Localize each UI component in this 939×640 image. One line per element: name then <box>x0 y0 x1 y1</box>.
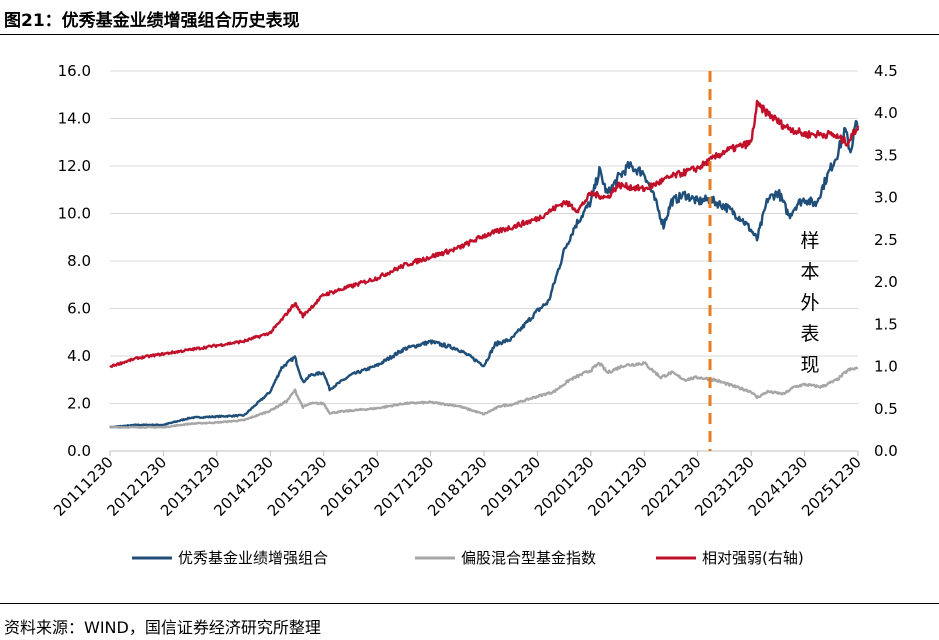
right-tick-label: 0.0 <box>874 442 898 460</box>
right-tick-label: 2.0 <box>874 273 898 291</box>
source-note: 资料来源：WIND，国信证券经济研究所整理 <box>4 618 321 637</box>
x-axis: 2011123020121230201312302014123020151230… <box>50 450 865 520</box>
bottom-rule <box>0 603 939 604</box>
right-tick-label: 4.0 <box>874 104 898 122</box>
right-tick-label: 3.0 <box>874 189 898 207</box>
left-tick-label: 16.0 <box>58 62 91 80</box>
annotation-char: 表 <box>800 323 819 345</box>
series-line <box>109 99 860 369</box>
left-tick-label: 4.0 <box>67 347 91 365</box>
left-axis-ticks: 0.0 2.0 4.0 6.0 8.0 10.0 12.0 14.0 16.0 <box>58 62 91 460</box>
right-axis-ticks: 0.0 0.5 1.0 1.5 2.0 2.5 3.0 3.5 4.0 4.5 <box>874 62 898 460</box>
legend: 优秀基金业绩增强组合 偏股混合型基金指数 相对强弱(右轴) <box>132 549 804 567</box>
figure-title: 图21：优秀基金业绩增强组合历史表现 <box>4 11 300 31</box>
legend-label: 优秀基金业绩增强组合 <box>178 549 328 567</box>
annotation-char: 本 <box>800 261 819 283</box>
annotation-char: 现 <box>800 354 819 376</box>
left-tick-label: 8.0 <box>67 252 91 270</box>
left-tick-label: 12.0 <box>58 157 91 175</box>
left-tick-label: 2.0 <box>67 395 91 413</box>
legend-label: 偏股混合型基金指数 <box>461 549 596 567</box>
right-tick-label: 3.5 <box>874 146 898 164</box>
gridlines <box>110 70 858 452</box>
top-rule <box>0 34 939 35</box>
annotation-char: 外 <box>800 292 819 314</box>
line-chart: 0.0 2.0 4.0 6.0 8.0 10.0 12.0 14.0 16.0 0.0 0.5 1.… <box>50 62 898 567</box>
series-layer <box>109 99 860 429</box>
left-tick-label: 6.0 <box>67 300 91 318</box>
right-tick-label: 1.5 <box>874 315 898 333</box>
left-tick-label: 14.0 <box>58 110 91 128</box>
right-tick-label: 0.5 <box>874 400 898 418</box>
legend-label: 相对强弱(右轴) <box>702 549 804 567</box>
right-tick-label: 4.5 <box>874 62 898 80</box>
left-tick-label: 0.0 <box>67 442 91 460</box>
left-tick-label: 10.0 <box>58 205 91 223</box>
series-line <box>109 119 860 429</box>
right-tick-label: 1.0 <box>874 358 898 376</box>
right-tick-label: 2.5 <box>874 231 898 249</box>
series-line <box>109 361 859 429</box>
annotation-char: 样 <box>800 230 819 252</box>
